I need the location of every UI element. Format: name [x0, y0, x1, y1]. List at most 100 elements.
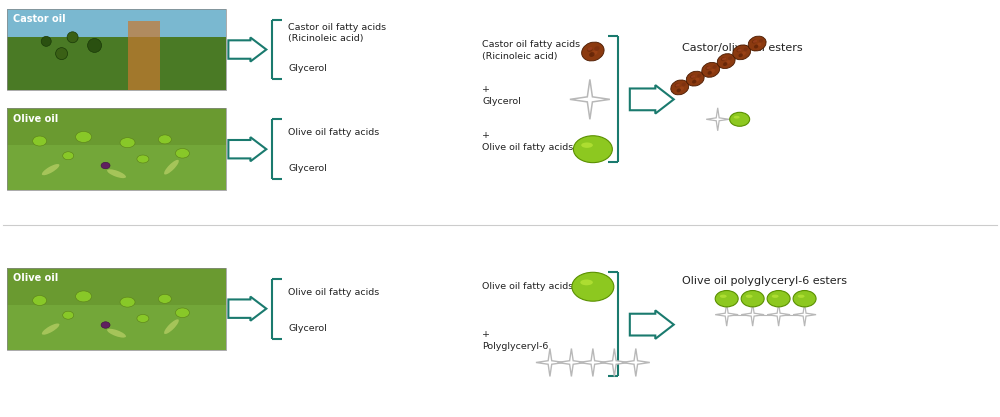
Ellipse shape — [677, 88, 681, 92]
Text: +
Polyglyceryl-6: + Polyglyceryl-6 — [482, 330, 548, 351]
Ellipse shape — [589, 52, 595, 57]
Text: Glycerol: Glycerol — [288, 324, 327, 333]
Ellipse shape — [793, 291, 816, 307]
FancyBboxPatch shape — [128, 21, 160, 90]
Ellipse shape — [137, 314, 149, 322]
Text: Olive oil fatty acids: Olive oil fatty acids — [288, 288, 380, 297]
Text: Castor oil fatty acids
(Ricinoleic acid): Castor oil fatty acids (Ricinoleic acid) — [288, 23, 386, 43]
Ellipse shape — [42, 324, 59, 335]
Ellipse shape — [772, 295, 779, 298]
Polygon shape — [557, 349, 585, 377]
Ellipse shape — [137, 155, 149, 163]
Polygon shape — [706, 108, 729, 131]
Ellipse shape — [33, 296, 47, 306]
Ellipse shape — [746, 295, 753, 298]
Ellipse shape — [582, 42, 604, 61]
Text: Glycerol: Glycerol — [288, 164, 327, 173]
Ellipse shape — [741, 51, 746, 55]
Polygon shape — [630, 310, 674, 339]
Ellipse shape — [107, 329, 126, 338]
Ellipse shape — [737, 49, 741, 52]
Ellipse shape — [691, 75, 695, 78]
Ellipse shape — [671, 80, 689, 95]
Ellipse shape — [798, 295, 805, 298]
FancyBboxPatch shape — [7, 37, 226, 90]
Ellipse shape — [752, 40, 756, 43]
FancyBboxPatch shape — [7, 304, 226, 349]
Ellipse shape — [733, 45, 751, 60]
Ellipse shape — [748, 36, 766, 51]
Ellipse shape — [743, 48, 748, 51]
Ellipse shape — [741, 291, 764, 307]
Ellipse shape — [175, 148, 189, 158]
Polygon shape — [622, 349, 650, 377]
Ellipse shape — [706, 66, 710, 70]
Ellipse shape — [675, 83, 679, 87]
Ellipse shape — [63, 152, 74, 160]
Polygon shape — [630, 85, 674, 113]
Ellipse shape — [76, 291, 92, 302]
Ellipse shape — [754, 45, 758, 48]
Ellipse shape — [76, 131, 92, 143]
Ellipse shape — [107, 169, 126, 178]
Polygon shape — [228, 38, 266, 62]
Ellipse shape — [753, 40, 757, 43]
Ellipse shape — [702, 63, 720, 77]
Ellipse shape — [738, 53, 743, 57]
Polygon shape — [715, 303, 738, 326]
Ellipse shape — [767, 291, 790, 307]
Ellipse shape — [730, 112, 750, 126]
Polygon shape — [793, 303, 816, 326]
Ellipse shape — [680, 86, 684, 90]
FancyBboxPatch shape — [7, 145, 226, 190]
Polygon shape — [767, 303, 790, 326]
Ellipse shape — [33, 136, 47, 146]
Ellipse shape — [697, 74, 701, 78]
Polygon shape — [228, 137, 266, 161]
FancyBboxPatch shape — [7, 108, 226, 190]
Ellipse shape — [721, 57, 725, 61]
Text: +
Olive oil fatty acids: + Olive oil fatty acids — [482, 131, 573, 152]
Ellipse shape — [42, 164, 59, 175]
Ellipse shape — [164, 160, 179, 175]
Text: Glycerol: Glycerol — [288, 65, 327, 73]
Ellipse shape — [63, 311, 74, 319]
Ellipse shape — [695, 78, 699, 82]
Circle shape — [56, 48, 68, 60]
Ellipse shape — [736, 48, 741, 52]
Ellipse shape — [713, 65, 717, 69]
Ellipse shape — [757, 43, 761, 46]
Polygon shape — [570, 79, 610, 119]
Text: Castor oil fatty acids
(Ricinoleic acid): Castor oil fatty acids (Ricinoleic acid) — [482, 40, 580, 61]
Ellipse shape — [581, 143, 593, 148]
Polygon shape — [579, 349, 607, 377]
Circle shape — [67, 32, 78, 43]
Text: +
Glycerol: + Glycerol — [482, 85, 521, 106]
Ellipse shape — [158, 135, 171, 144]
Polygon shape — [741, 303, 764, 326]
Ellipse shape — [592, 50, 598, 55]
Ellipse shape — [717, 54, 735, 68]
Ellipse shape — [101, 162, 110, 169]
Ellipse shape — [726, 60, 730, 64]
Text: Olive oil: Olive oil — [13, 114, 58, 124]
Ellipse shape — [573, 136, 612, 163]
Text: Olive oil: Olive oil — [13, 273, 58, 283]
Ellipse shape — [120, 297, 135, 307]
FancyBboxPatch shape — [7, 9, 226, 62]
Ellipse shape — [722, 58, 726, 60]
FancyBboxPatch shape — [7, 268, 226, 349]
Polygon shape — [536, 349, 564, 377]
Text: Olive oil polyglyceryl-6 esters: Olive oil polyglyceryl-6 esters — [682, 276, 847, 286]
Ellipse shape — [715, 291, 738, 307]
Ellipse shape — [120, 138, 135, 148]
Ellipse shape — [175, 308, 189, 317]
Polygon shape — [600, 349, 628, 377]
Text: Castor oil: Castor oil — [13, 14, 65, 24]
Ellipse shape — [708, 71, 712, 75]
Ellipse shape — [158, 294, 171, 303]
Ellipse shape — [720, 295, 727, 298]
Ellipse shape — [728, 56, 732, 60]
Polygon shape — [228, 296, 266, 321]
Ellipse shape — [580, 279, 593, 285]
